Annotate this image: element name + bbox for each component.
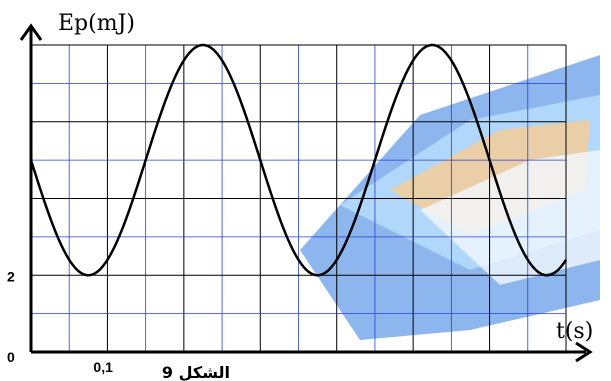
origin-label: 0 bbox=[7, 349, 15, 365]
chart-grid bbox=[31, 44, 567, 352]
y-axis-title: Ep(mJ) bbox=[58, 11, 135, 36]
chart-labels: Ep(mJ) t(s) 0 0,1 2 الشكل 9 bbox=[7, 11, 593, 381]
x-axis-title: t(s) bbox=[556, 319, 593, 344]
y-axis-arrow bbox=[19, 23, 43, 41]
watermark-logo bbox=[300, 55, 600, 340]
chart-axes bbox=[19, 23, 593, 363]
series-line bbox=[29, 43, 568, 277]
figure-caption: الشكل 9 bbox=[162, 363, 230, 381]
y-tick-label: 2 bbox=[7, 268, 15, 284]
x-axis-arrow bbox=[575, 341, 593, 363]
x-tick-label: 0,1 bbox=[93, 359, 113, 375]
